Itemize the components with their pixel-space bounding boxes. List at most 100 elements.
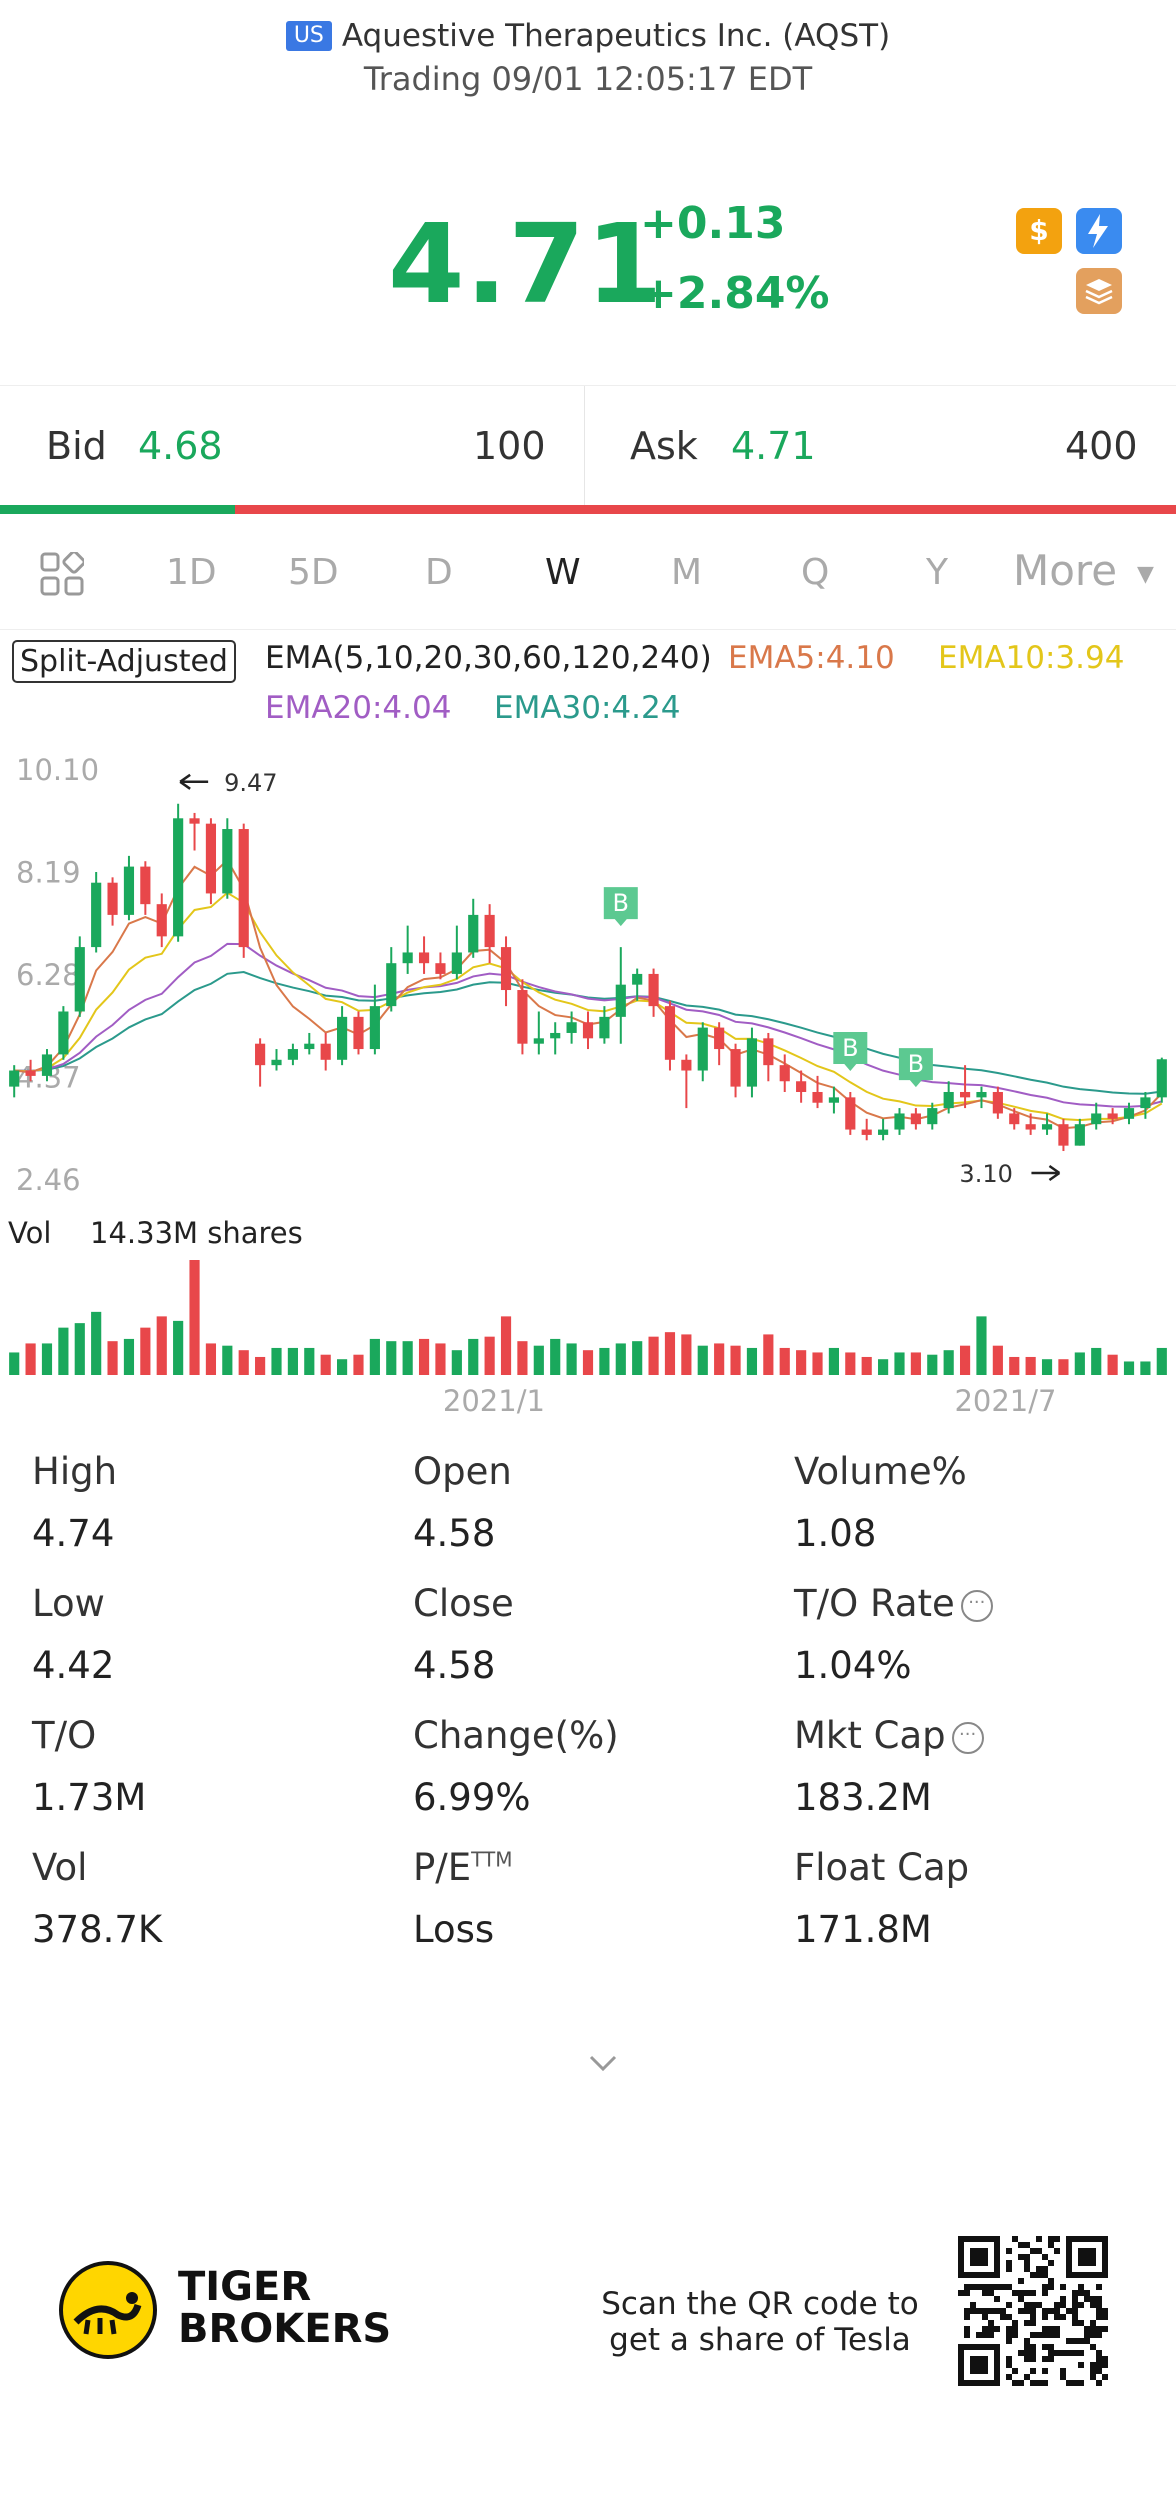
- buy-marker-label: B: [908, 1050, 924, 1078]
- volume-bar: [730, 1345, 741, 1375]
- volume-bar: [566, 1343, 577, 1375]
- candle-body: [107, 882, 118, 915]
- volume-bar: [861, 1356, 872, 1375]
- volume-bar: [1156, 1347, 1167, 1375]
- volume-bar: [9, 1352, 20, 1375]
- stock-title: Aquestive Therapeutics Inc. (AQST): [341, 18, 891, 54]
- lightning-icon[interactable]: [1076, 208, 1122, 254]
- last-price: 4.71: [388, 200, 664, 328]
- candle-body: [779, 1065, 790, 1082]
- volume-bar: [205, 1343, 217, 1375]
- candle-body: [41, 1054, 53, 1076]
- y-tick-label: 8.19: [16, 856, 81, 890]
- period-tabs: 1D 5D D W M Q Y More ▼: [0, 530, 1176, 630]
- tab-5d[interactable]: 5D: [288, 552, 339, 593]
- volume-bar: [517, 1341, 528, 1375]
- volume-bar: [1009, 1356, 1020, 1375]
- more-chevron-icon[interactable]: ▼: [1137, 562, 1154, 587]
- tab-more[interactable]: More: [1013, 546, 1118, 595]
- buy-marker: [833, 1031, 868, 1071]
- candle-body: [140, 866, 151, 905]
- candle-body: [156, 904, 167, 937]
- quote-block: 4.71 +0.13 +2.84% $: [0, 190, 1176, 340]
- bid-ask-panel: Bid 4.68 100 Ask 4.71 400: [0, 385, 1176, 506]
- candle-body: [435, 963, 446, 974]
- candle-body: [451, 952, 462, 974]
- volume-bar: [58, 1327, 69, 1375]
- candle-body: [337, 1016, 348, 1060]
- candle-body: [927, 1108, 938, 1125]
- stat-open-value: 4.58: [413, 1512, 496, 1555]
- tab-y[interactable]: Y: [926, 552, 948, 593]
- tab-1d[interactable]: 1D: [166, 552, 217, 593]
- layers-icon[interactable]: [1076, 268, 1122, 314]
- volume-bar: [500, 1316, 512, 1375]
- stat-float-cap-label: Float Cap: [794, 1846, 970, 1889]
- volume-bar: [337, 1359, 348, 1375]
- stat-volume-pct-value: 1.08: [794, 1512, 877, 1555]
- stat-open-label: Open: [413, 1450, 512, 1493]
- high-marker-label: 9.47: [224, 769, 277, 797]
- volume-bar: [1058, 1359, 1069, 1375]
- volume-bar: [107, 1341, 118, 1375]
- tab-q[interactable]: Q: [801, 552, 830, 593]
- candle-body: [222, 829, 233, 894]
- candle-body: [304, 1043, 315, 1050]
- tab-w[interactable]: W: [545, 552, 581, 593]
- tab-m[interactable]: M: [671, 552, 703, 593]
- x-tick-label: 2021/1: [443, 1384, 545, 1415]
- ema-params[interactable]: EMA(5,10,20,30,60,120,240): [265, 640, 712, 676]
- ema5-value: EMA5:4.10: [728, 640, 895, 676]
- ask-size: 400: [1065, 424, 1138, 468]
- dollar-icon[interactable]: $: [1016, 208, 1062, 254]
- candle-body: [714, 1027, 725, 1050]
- candle-body: [681, 1059, 692, 1071]
- candle-body: [287, 1049, 298, 1060]
- volume-bar: [369, 1338, 380, 1375]
- volume-bar: [746, 1347, 758, 1375]
- stat-pe-value: Loss: [413, 1908, 495, 1951]
- candle-body: [58, 1011, 69, 1055]
- volume-bar: [468, 1338, 479, 1375]
- candle-body: [582, 1022, 594, 1039]
- volume-bar: [533, 1345, 544, 1375]
- volume-bar: [992, 1345, 1003, 1375]
- stat-change-value: 6.99%: [413, 1776, 531, 1819]
- brand-line2: BROKERS: [178, 2306, 392, 2352]
- candle-body: [386, 963, 397, 1007]
- stat-to-rate-label[interactable]: T/O Rate ···: [794, 1582, 993, 1625]
- expand-chevron-icon[interactable]: [588, 2048, 618, 2078]
- candle-body: [697, 1027, 708, 1071]
- volume-bar: [140, 1327, 151, 1375]
- brand-line1: TIGER: [178, 2264, 312, 2310]
- candle-body: [845, 1097, 856, 1130]
- volume-bar: [484, 1336, 495, 1375]
- candle-body: [550, 1032, 561, 1039]
- volume-bar: [550, 1338, 561, 1375]
- candle-body: [9, 1070, 20, 1087]
- bid-ratio-bar: [0, 505, 236, 514]
- price-change: +0.13: [640, 198, 786, 249]
- volume-bar: [123, 1338, 135, 1375]
- info-icon[interactable]: ···: [960, 1589, 993, 1622]
- volume-bar: [1025, 1356, 1036, 1375]
- candle-body: [894, 1113, 905, 1130]
- candle-body: [173, 818, 184, 937]
- stat-mkt-cap-label[interactable]: Mkt Cap ···: [794, 1714, 984, 1757]
- info-icon[interactable]: ···: [951, 1721, 984, 1754]
- candle-body: [1058, 1124, 1069, 1146]
- split-adjusted-button[interactable]: Split-Adjusted: [12, 640, 236, 683]
- ema-legend: Split-Adjusted EMA(5,10,20,30,60,120,240…: [12, 640, 1172, 740]
- volume-bar: [435, 1343, 446, 1375]
- stat-to-rate-value: 1.04%: [794, 1644, 912, 1687]
- stat-close-label: Close: [413, 1582, 514, 1625]
- volume-bar: [681, 1334, 692, 1375]
- volume-bar: [238, 1350, 249, 1375]
- volume-bar: [812, 1352, 823, 1375]
- volume-bar: [451, 1350, 462, 1375]
- grid-icon[interactable]: [40, 552, 84, 596]
- tab-d[interactable]: D: [425, 552, 453, 593]
- header: US Aquestive Therapeutics Inc. (AQST) Tr…: [0, 0, 1176, 110]
- price-chart[interactable]: 10.10 8.19 6.28 4.37 2.46 9.47 3.10 B B B Vol 14.33…: [0, 745, 1176, 1418]
